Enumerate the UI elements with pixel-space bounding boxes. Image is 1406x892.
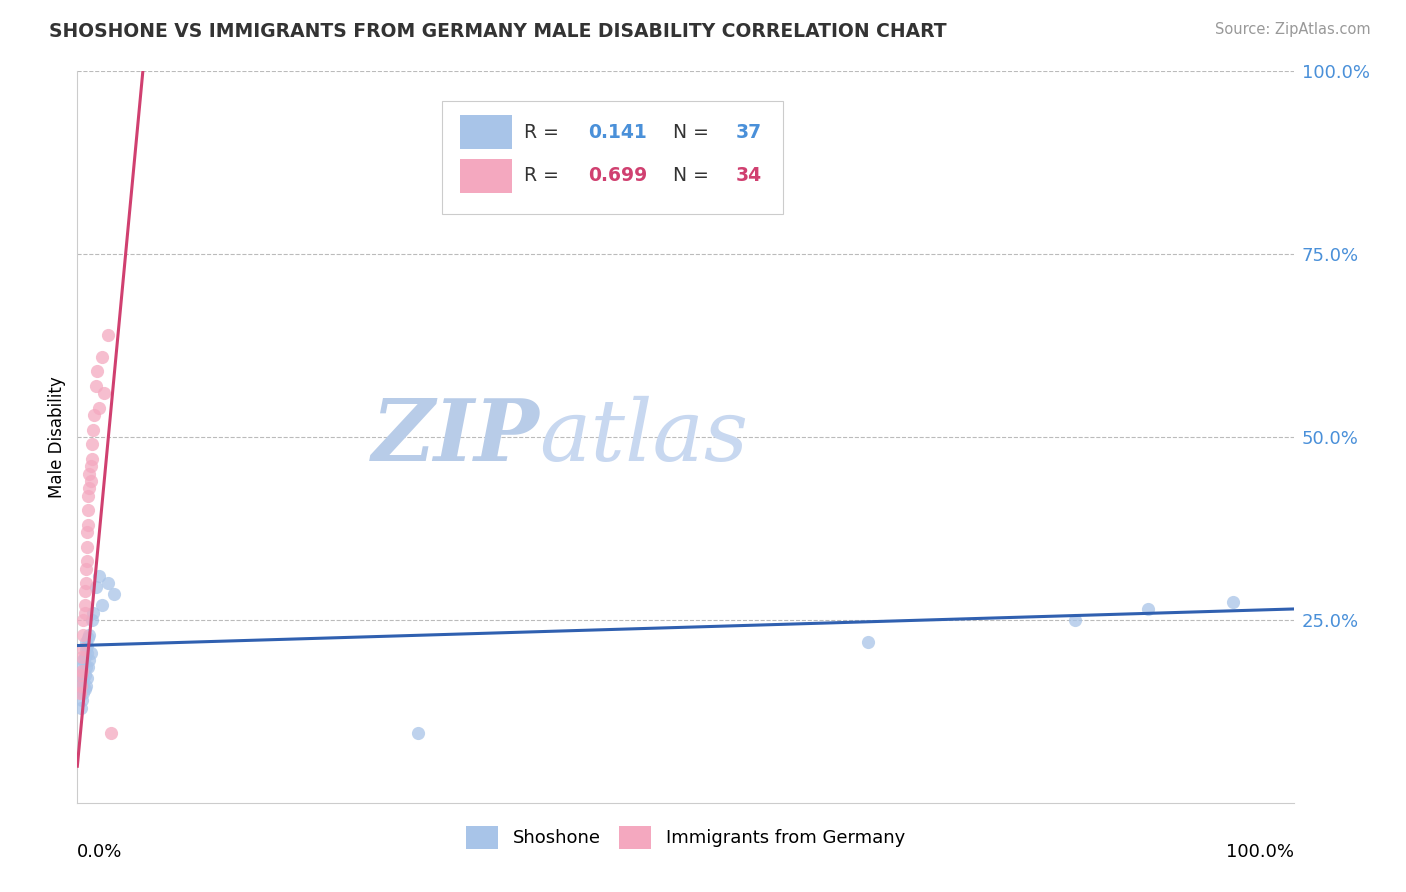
Point [72,686,94,700]
Point [89,569,111,583]
Point [82,606,104,620]
Point [80,452,103,467]
Point [77,660,100,674]
Point [69,682,91,697]
Point [70,667,93,681]
Point [76,639,98,653]
Point [89,401,111,415]
Point [77,632,100,646]
Point [1222,594,1244,608]
Point [93,386,115,401]
Text: 0.0%: 0.0% [77,843,122,861]
Point [72,613,94,627]
Point [84,580,107,594]
Text: N =: N = [673,167,716,186]
Point [70,679,93,693]
Text: SHOSHONE VS IMMIGRANTS FROM GERMANY MALE DISABILITY CORRELATION CHART: SHOSHONE VS IMMIGRANTS FROM GERMANY MALE… [49,22,946,41]
Text: N =: N = [673,122,716,142]
Point [72,672,94,686]
Point [84,379,107,393]
Text: 100.0%: 100.0% [1226,843,1294,861]
Point [75,635,97,649]
Point [83,408,105,422]
Point [100,726,122,740]
Point [70,664,93,678]
Point [72,642,94,657]
Point [80,613,103,627]
Point [80,474,103,488]
Point [73,682,96,697]
Point [75,562,97,576]
Point [90,599,112,613]
Point [69,686,91,700]
Text: ZIP: ZIP [371,395,540,479]
Point [73,606,96,620]
Y-axis label: Male Disability: Male Disability [48,376,66,498]
Point [1063,613,1085,627]
Point [856,635,879,649]
FancyBboxPatch shape [460,115,512,149]
Point [75,642,97,657]
Point [70,649,93,664]
Point [103,587,125,601]
Point [76,540,98,554]
Legend: Shoshone, Immigrants from Germany: Shoshone, Immigrants from Germany [458,818,912,856]
Text: Source: ZipAtlas.com: Source: ZipAtlas.com [1215,22,1371,37]
Point [75,679,97,693]
Point [76,646,98,660]
Point [72,653,94,667]
Point [82,423,104,437]
Point [70,700,93,714]
Point [76,554,98,568]
Point [73,667,96,681]
Point [79,481,101,495]
Point [77,517,100,532]
Point [73,649,96,664]
Point [77,503,100,517]
Point [80,459,103,474]
FancyBboxPatch shape [460,159,512,193]
Point [79,467,101,481]
Text: 34: 34 [735,167,762,186]
Point [72,679,94,693]
Point [406,726,429,740]
Point [79,653,101,667]
Text: 0.141: 0.141 [588,122,647,142]
FancyBboxPatch shape [441,101,783,214]
Point [80,437,103,451]
Point [70,693,93,707]
Point [75,576,97,591]
Point [1136,602,1159,616]
Point [86,364,108,378]
Point [76,525,98,540]
Text: R =: R = [523,167,565,186]
Point [73,583,96,598]
Text: 0.699: 0.699 [588,167,647,186]
Point [90,350,112,364]
Text: 37: 37 [735,122,762,142]
Point [80,646,103,660]
Point [97,327,120,342]
Text: atlas: atlas [540,396,748,478]
Point [76,672,98,686]
Text: R =: R = [523,122,565,142]
Point [77,489,100,503]
Point [79,627,101,641]
Point [97,576,120,591]
Point [70,660,93,674]
Point [73,599,96,613]
Point [70,675,93,690]
Point [75,660,97,674]
Point [72,627,94,641]
Point [70,667,93,681]
